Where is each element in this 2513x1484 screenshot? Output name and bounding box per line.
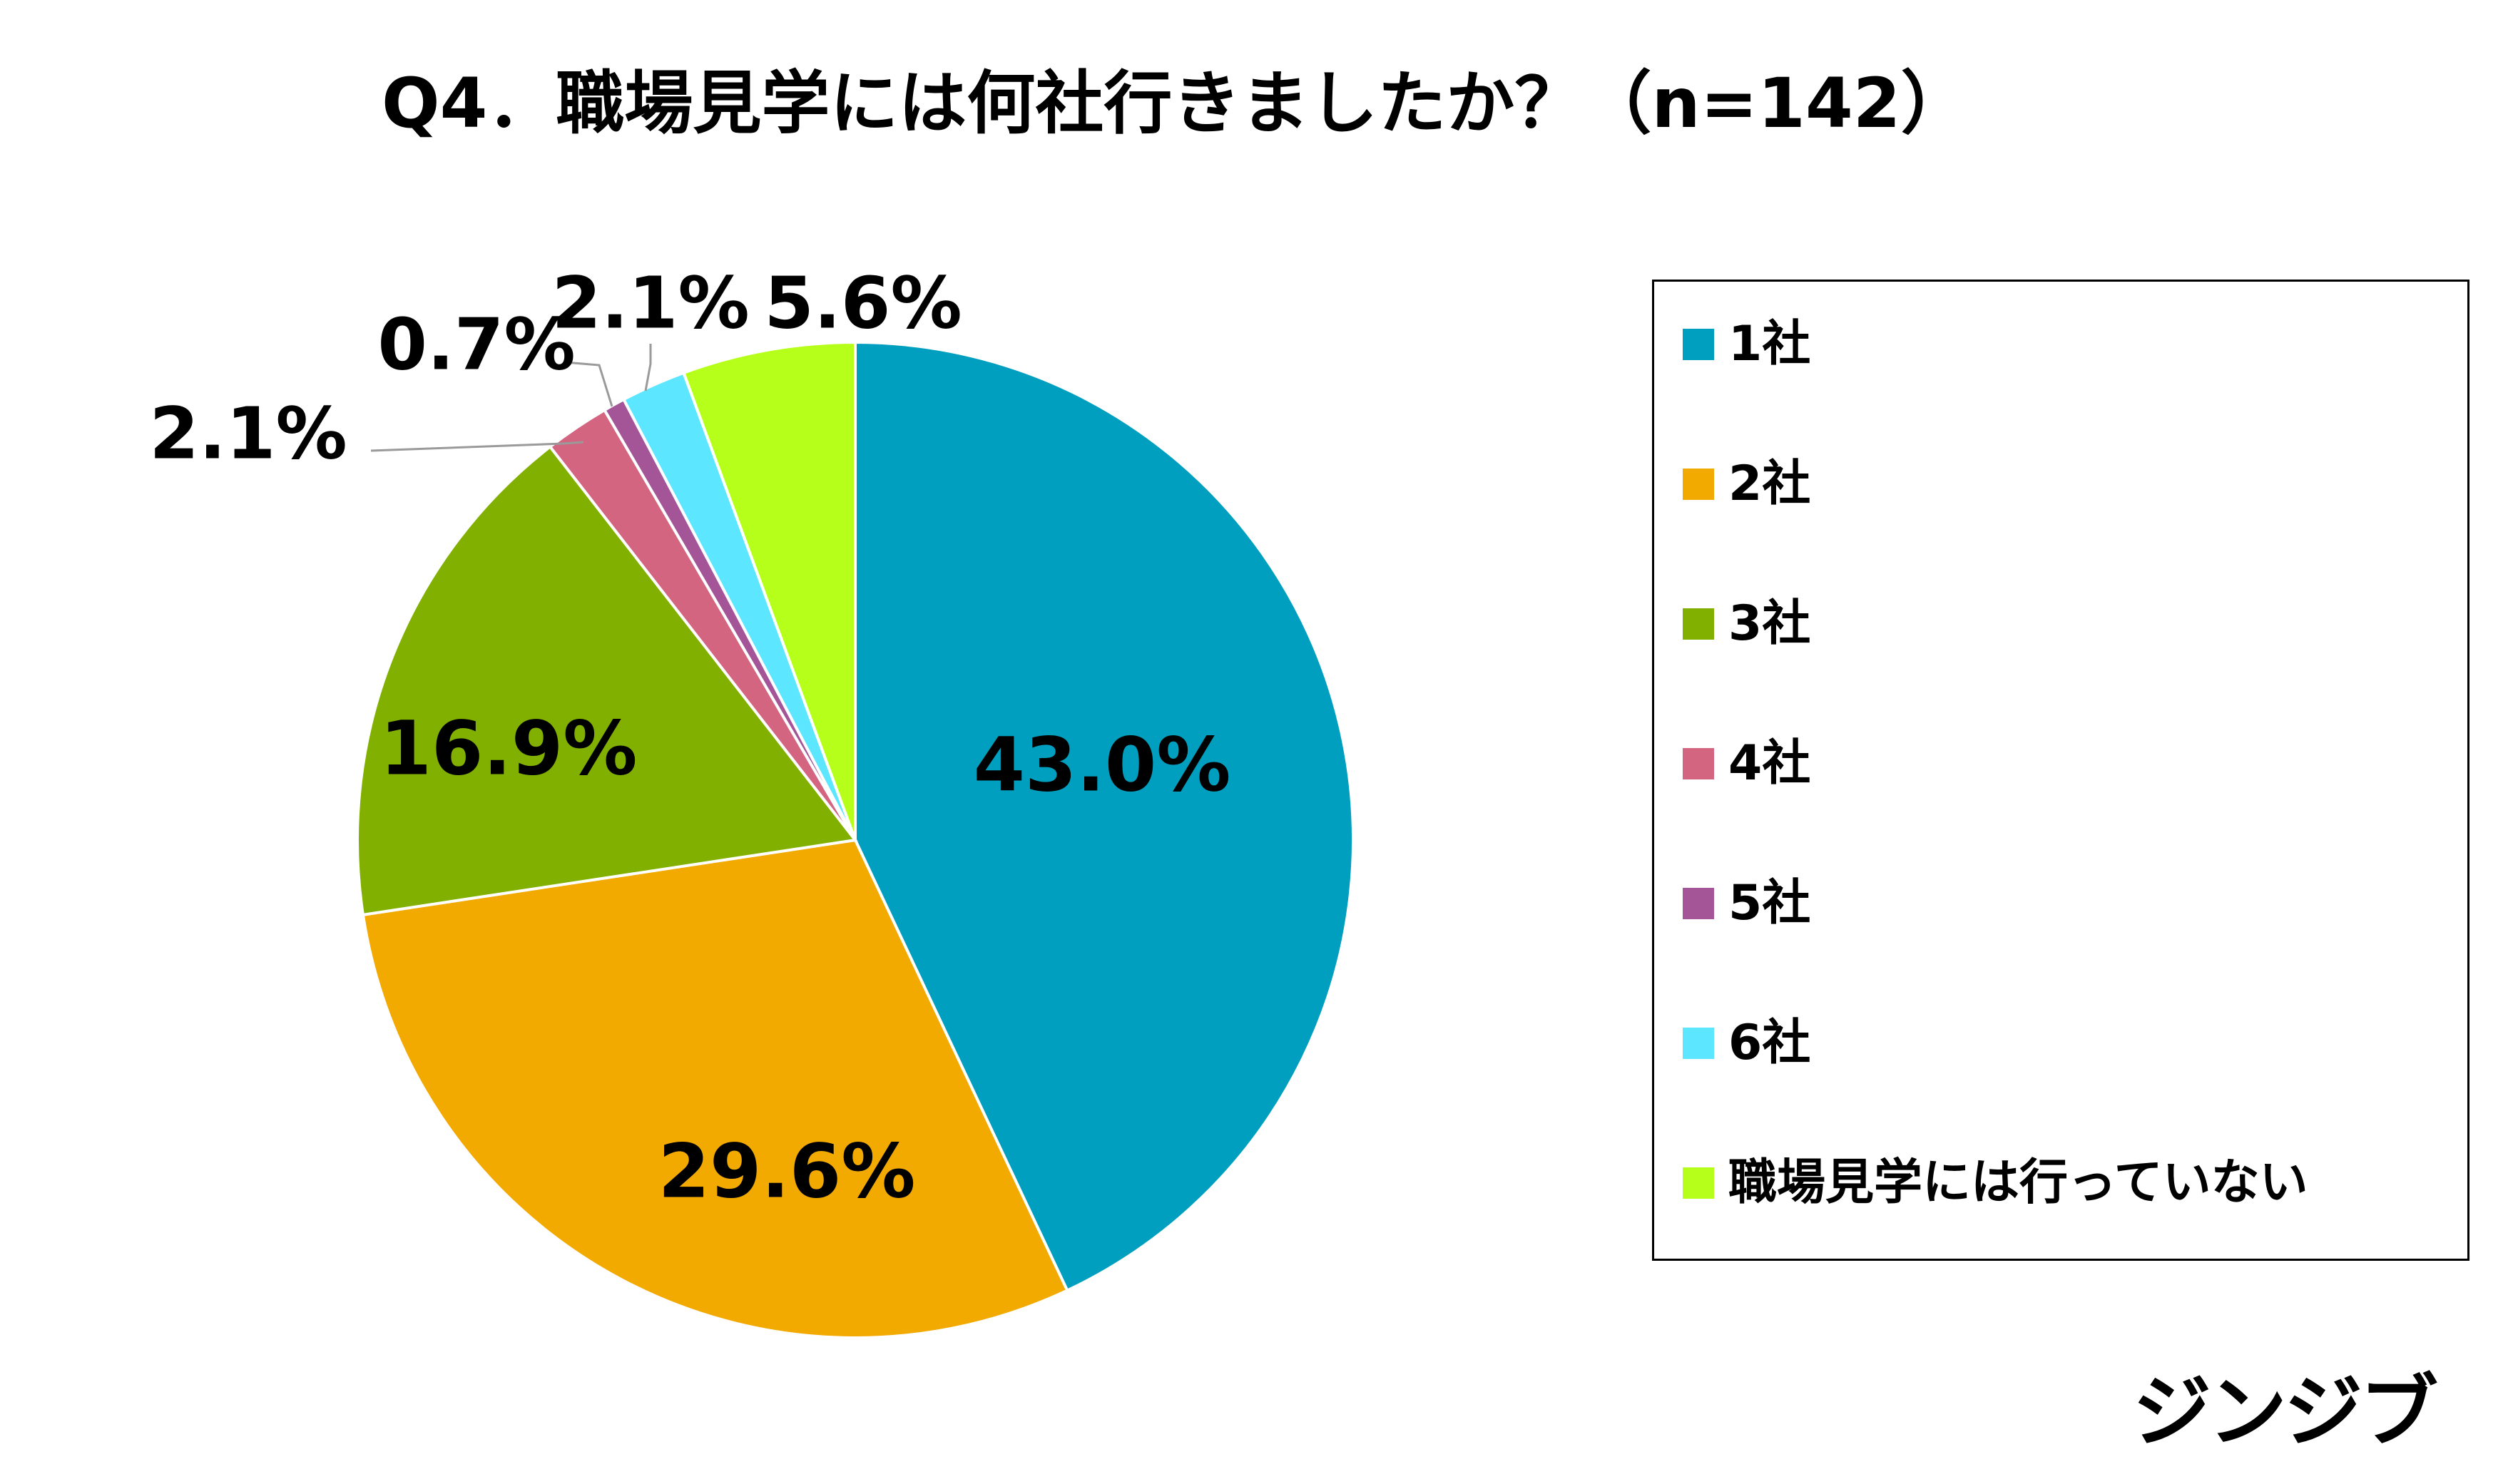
leader-line-4: [370, 441, 584, 452]
legend-item-7: 職場見学には行っていない: [1683, 1155, 2308, 1212]
legend-swatch: [1683, 1167, 1714, 1199]
legend-swatch: [1683, 888, 1714, 919]
legend-label: 4社: [1728, 735, 1811, 792]
leader-line-5: [564, 361, 613, 407]
chart-title: Q4．職場見学には何社行きましたか？（n=142）: [382, 63, 1969, 143]
legend-swatch: [1683, 469, 1714, 500]
data-label-7: 5.6%: [764, 261, 962, 344]
legend-item-1: 1社: [1683, 316, 1810, 373]
data-label-4: 2.1%: [149, 392, 347, 475]
leader-line-6: [644, 344, 652, 392]
data-label-6: 2.1%: [551, 261, 749, 344]
legend-swatch: [1683, 329, 1714, 360]
legend-label: 2社: [1728, 456, 1811, 512]
data-label-2: 29.6%: [658, 1127, 916, 1214]
legend-item-4: 4社: [1683, 735, 1810, 792]
legend-label: 5社: [1728, 875, 1811, 931]
legend: 1社 2社 3社 4社 5社 6社職場見学には行っていない: [1652, 280, 2469, 1261]
data-label-1: 43.0%: [974, 721, 1231, 808]
data-label-3: 16.9%: [380, 705, 638, 792]
legend-swatch: [1683, 608, 1714, 640]
pie-slice-7: [681, 340, 857, 841]
pie-slice-1: [854, 340, 1355, 1293]
legend-swatch: [1683, 1028, 1714, 1059]
legend-label: 職場見学には行っていない: [1728, 1155, 2308, 1211]
data-label-5: 0.7%: [377, 302, 575, 386]
pie-slice-2: [361, 838, 1069, 1339]
legend-item-2: 2社: [1683, 456, 1810, 513]
legend-item-5: 5社: [1683, 875, 1810, 932]
legend-item-6: 6社: [1683, 1015, 1810, 1072]
legend-label: 3社: [1728, 595, 1811, 652]
brand-logo: ジンジブ: [2133, 1366, 2438, 1458]
legend-label: 1社: [1728, 316, 1811, 372]
pie-slice-3: [356, 444, 858, 917]
legend-swatch: [1683, 748, 1714, 779]
legend-item-3: 3社: [1683, 595, 1810, 653]
legend-label: 6社: [1728, 1015, 1811, 1071]
